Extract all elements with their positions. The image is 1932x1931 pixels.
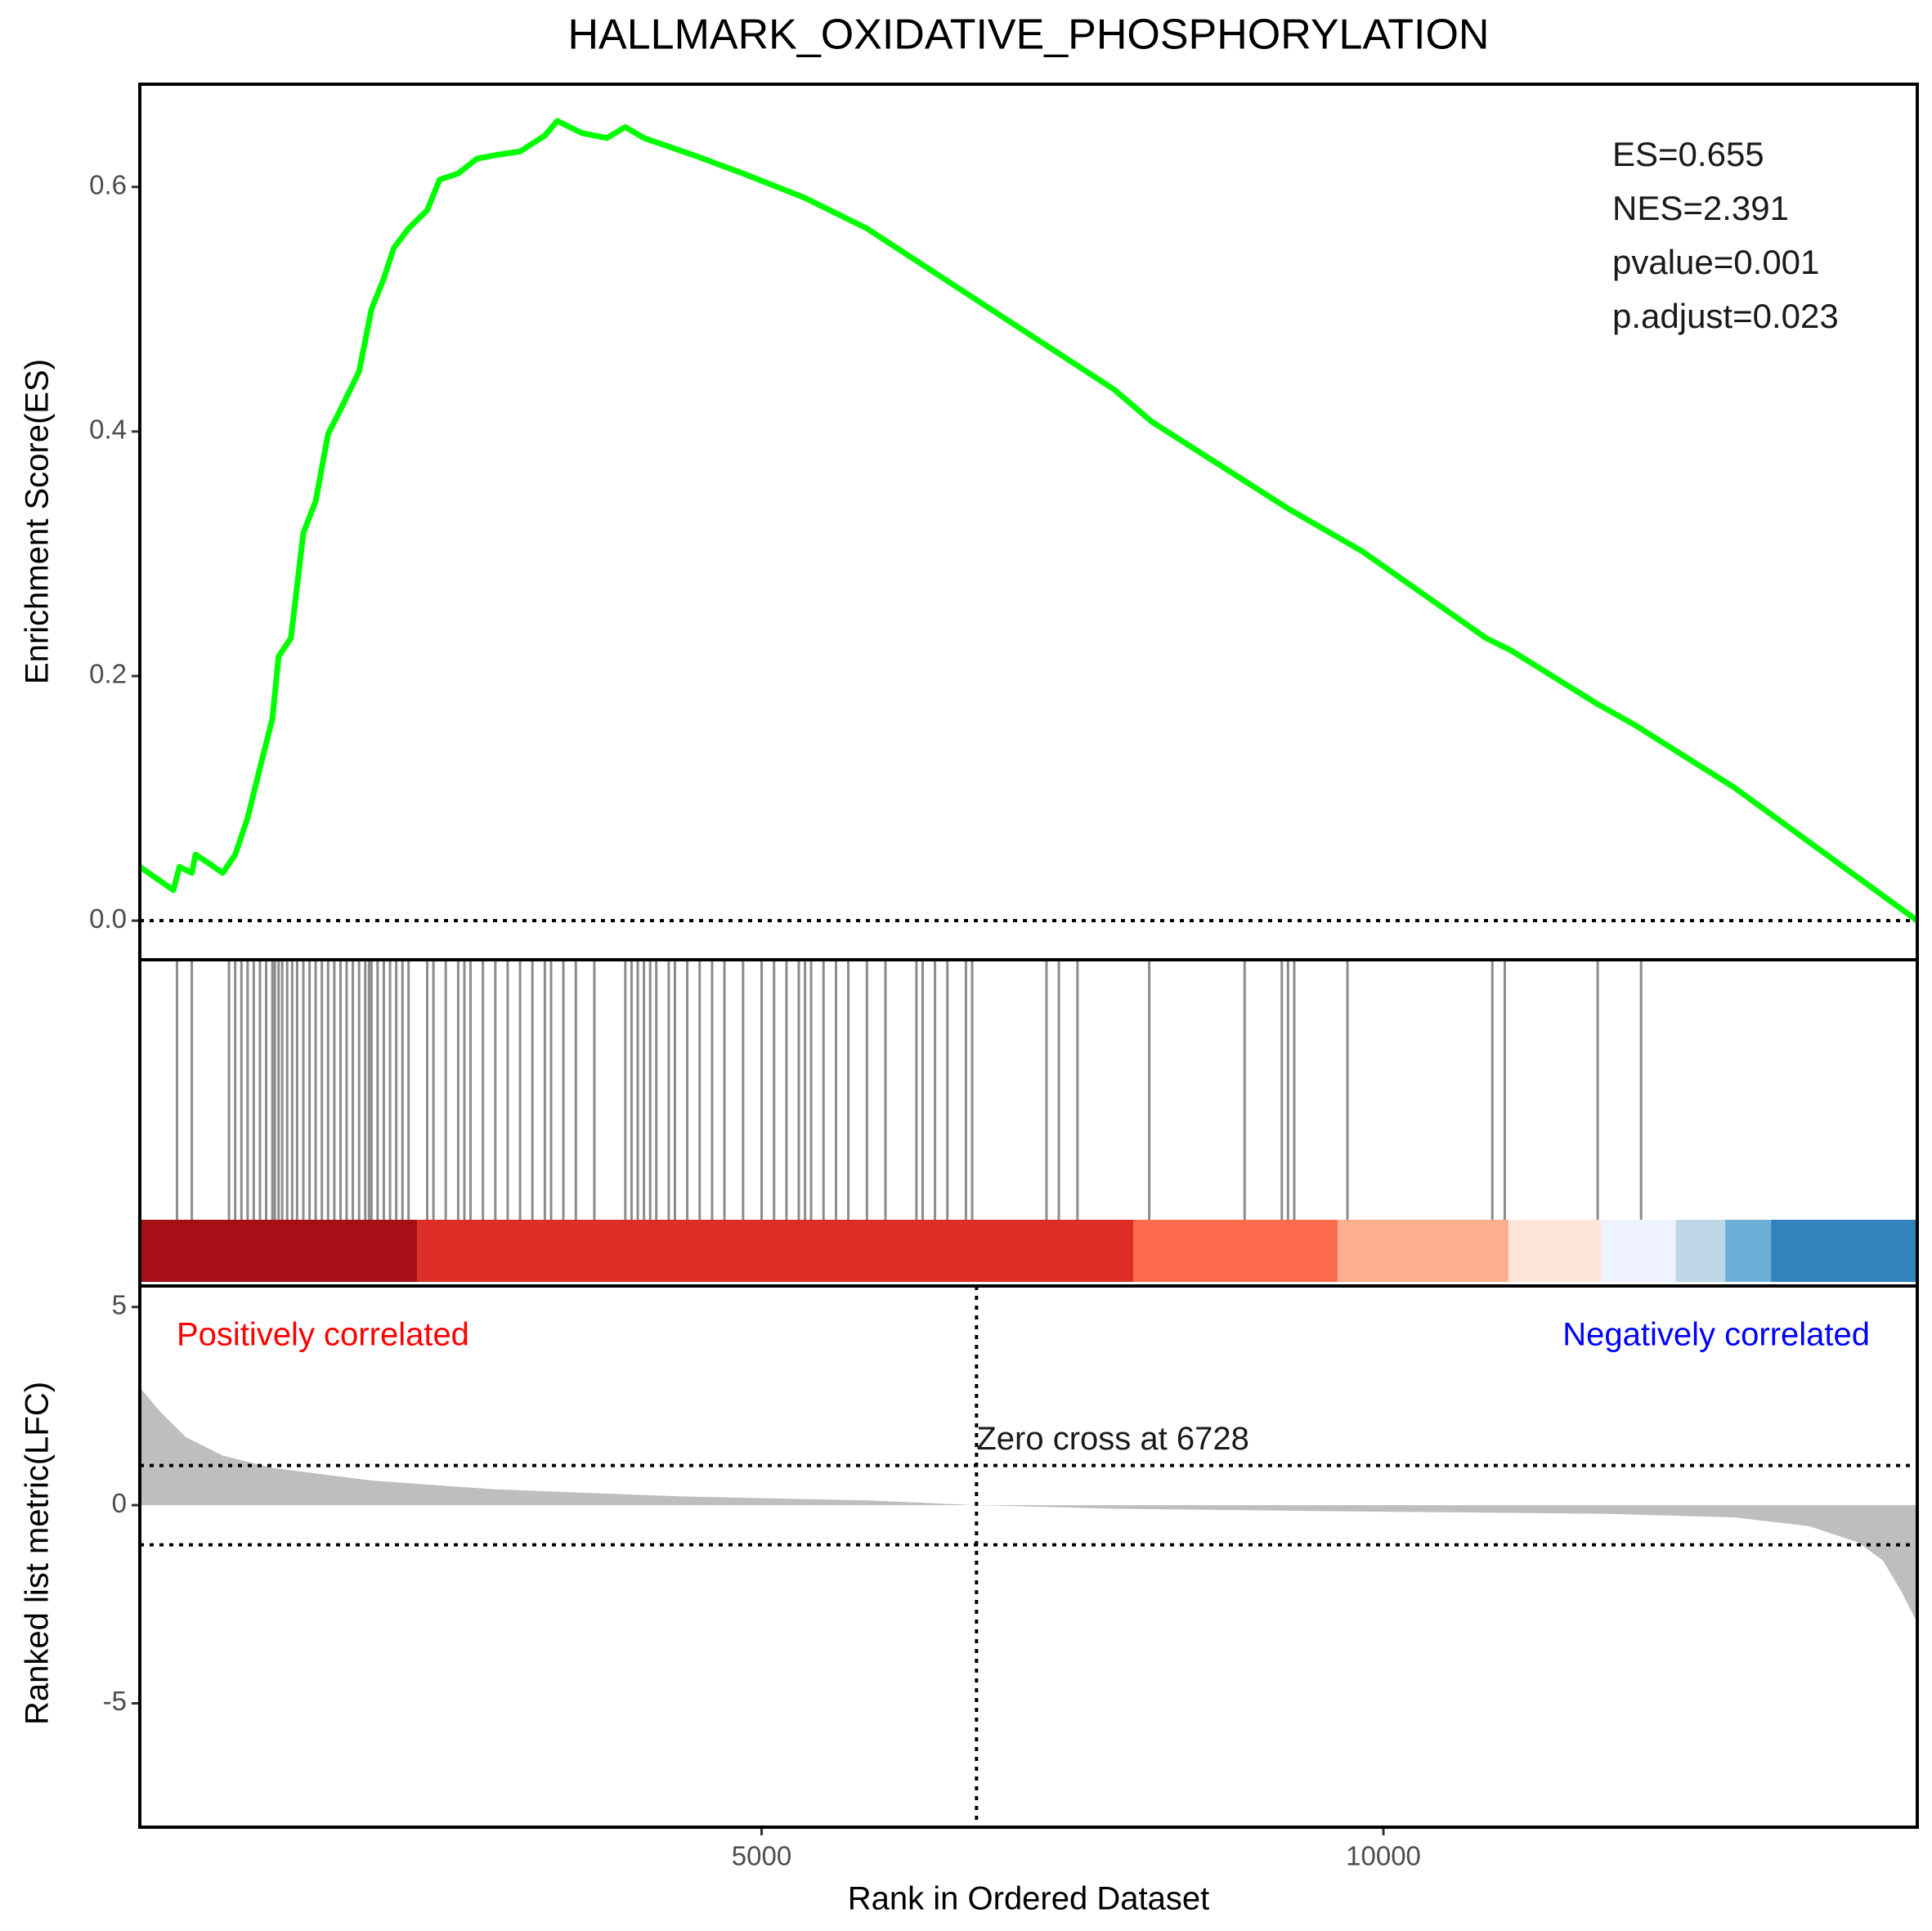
color-segment (1675, 1220, 1726, 1282)
metric-area (140, 1387, 1917, 1624)
y-tick-label: 0 (112, 1488, 127, 1518)
color-segment (1771, 1220, 1917, 1282)
annotation: ES=0.655 (1612, 135, 1764, 173)
annotation: p.adjust=0.023 (1612, 297, 1839, 335)
chart-title: HALLMARK_OXIDATIVE_PHOSPHORYLATION (568, 11, 1490, 59)
color-segment (1601, 1220, 1676, 1282)
y-tick-label: 5 (112, 1289, 127, 1319)
x-axis-title: Rank in Ordered Dataset (848, 1881, 1209, 1917)
x-tick-label: 5000 (732, 1841, 791, 1871)
zero-cross-label: Zero cross at 6728 (976, 1421, 1249, 1457)
panel-border (138, 1284, 1919, 1829)
y-tick-label: 0.6 (89, 169, 127, 199)
color-segment (1132, 1220, 1338, 1282)
annotation: NES=2.391 (1612, 189, 1789, 227)
color-segment (1508, 1220, 1602, 1282)
color-segment (417, 1220, 1133, 1282)
y-tick-label: 0.4 (89, 414, 127, 445)
y-tick-label: 0.0 (89, 903, 127, 934)
negative-label: Negatively correlated (1562, 1317, 1870, 1353)
y-axis-title: Enrichment Score(ES) (20, 359, 56, 684)
x-tick-label: 10000 (1346, 1841, 1421, 1871)
y-tick-label: -5 (103, 1686, 127, 1716)
color-segment (140, 1220, 418, 1282)
es-line (138, 118, 1920, 923)
y-tick-label: 0.2 (89, 659, 127, 689)
y-axis-title: Ranked list metric(LFC) (20, 1382, 56, 1725)
annotation: pvalue=0.001 (1612, 243, 1819, 281)
color-segment (1725, 1220, 1772, 1282)
color-segment (1337, 1220, 1509, 1282)
positive-label: Positively correlated (177, 1317, 469, 1353)
